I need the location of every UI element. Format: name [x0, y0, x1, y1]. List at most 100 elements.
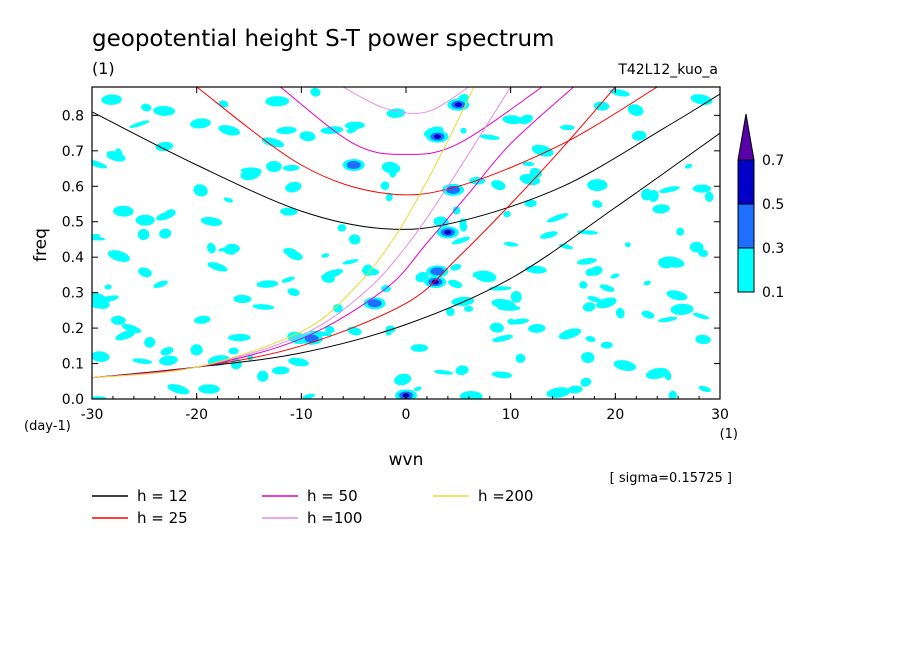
- power-speckle: [159, 355, 178, 366]
- power-speckle: [528, 324, 546, 333]
- y-axis-label: freq: [31, 228, 51, 262]
- x-axis-units: (1): [720, 427, 738, 442]
- power-speckle: [164, 209, 176, 218]
- power-speckle: [129, 120, 150, 128]
- power-speckle: [159, 228, 172, 239]
- power-speckle: [455, 365, 469, 376]
- power-speckle: [320, 126, 344, 134]
- dispersion-curve-symmetric: [92, 93, 720, 230]
- power-speckle: [321, 253, 330, 258]
- power-speckle: [648, 190, 659, 202]
- y-axis: 0.0 0.1 0.2 0.3 0.4 0.5 0.6 0.7 0.8: [62, 108, 720, 408]
- power-speckle: [615, 307, 625, 319]
- power-speckle: [302, 393, 315, 399]
- power-speckle: [676, 227, 685, 236]
- power-speckle: [452, 206, 461, 215]
- power-speckle: [529, 167, 542, 178]
- power-speckle: [153, 280, 168, 289]
- run-label: T42L12_kuo_a: [617, 62, 718, 78]
- power-speckle: [507, 318, 516, 325]
- power-speckle: [459, 390, 483, 399]
- power-speckle: [599, 284, 615, 292]
- power-speckle: [627, 104, 644, 116]
- power-speckle: [689, 241, 704, 253]
- power-speckle: [342, 259, 359, 265]
- power-speckle: [110, 315, 126, 325]
- power-speckle: [107, 250, 130, 263]
- colorbar-level-label: 0.5: [762, 197, 784, 213]
- power-speckle: [580, 377, 592, 387]
- colorbar-level-label: 0.7: [762, 153, 784, 169]
- power-speckle: [218, 125, 241, 136]
- power-speckle: [567, 385, 583, 394]
- power-speckle: [492, 334, 514, 343]
- power-speckle: [92, 351, 110, 362]
- power-speckle: [576, 258, 597, 265]
- power-speckle: [92, 159, 108, 169]
- power-speckle: [581, 351, 595, 364]
- power-speckle: [299, 131, 316, 142]
- colorbar: 0.1 0.3 0.5 0.7: [737, 113, 784, 301]
- power-speckle: [121, 324, 142, 334]
- x-tick-label: 10: [502, 407, 520, 423]
- plot-area: [91, 86, 721, 400]
- power-speckle: [137, 228, 150, 241]
- power-speckle: [135, 214, 155, 226]
- power-speckle: [410, 344, 429, 352]
- y-tick-label: 0.5: [62, 215, 84, 231]
- power-speckle: [519, 114, 533, 125]
- power-speckle: [560, 124, 575, 131]
- power-speckle: [433, 370, 454, 375]
- power-speckle: [503, 211, 511, 218]
- power-speckle: [193, 184, 208, 197]
- power-speckle: [585, 336, 596, 343]
- power-speckle: [531, 144, 554, 157]
- power-speckle: [380, 181, 390, 190]
- y-tick-label: 0.2: [62, 321, 84, 337]
- power-speckle: [415, 271, 429, 283]
- power-speckle: [704, 191, 714, 202]
- power-speckle: [138, 267, 152, 278]
- x-tick-label: -20: [185, 407, 208, 423]
- power-speckle: [503, 241, 519, 247]
- power-speckle: [489, 322, 504, 333]
- power-speckle: [652, 204, 670, 214]
- colorbar-segment: [737, 247, 755, 293]
- y-tick-label: 0.1: [62, 357, 84, 373]
- power-speckle: [198, 384, 220, 394]
- power-speckle: [631, 130, 647, 141]
- power-speckle: [193, 315, 211, 324]
- power-speckle: [160, 347, 174, 356]
- x-axis: -30 -20 -10 0 10 20 30: [81, 87, 729, 423]
- power-speckle: [389, 168, 397, 178]
- power-speckle: [460, 127, 467, 134]
- power-speckle: [394, 373, 412, 386]
- power-peak-mid: [446, 185, 461, 194]
- y-tick-label: 0.7: [62, 144, 84, 160]
- power-speckle: [525, 265, 547, 274]
- power-speckle: [666, 290, 688, 301]
- power-speckle: [695, 334, 711, 345]
- power-speckle: [337, 224, 347, 232]
- power-speckle: [386, 108, 406, 118]
- power-speckle: [587, 179, 608, 192]
- power-speckle: [333, 303, 343, 313]
- power-speckle: [115, 148, 122, 158]
- power-speckle: [609, 89, 630, 97]
- power-speckle: [613, 360, 637, 371]
- power-speckle: [658, 257, 674, 269]
- x-tick-label: 0: [402, 407, 411, 423]
- power-speckle: [288, 357, 309, 367]
- power-speckle: [546, 213, 569, 223]
- power-speckle: [546, 387, 571, 398]
- colorbar-level-label: 0.3: [762, 241, 784, 257]
- power-speckle: [144, 336, 156, 348]
- power-speckle: [322, 275, 335, 283]
- power-speckle: [510, 291, 522, 303]
- power-speckle: [502, 115, 523, 125]
- power-speckle: [463, 305, 474, 312]
- dispersion-curves: [92, 87, 720, 379]
- power-speckle: [558, 328, 582, 340]
- y-tick-label: 0.0: [62, 392, 84, 408]
